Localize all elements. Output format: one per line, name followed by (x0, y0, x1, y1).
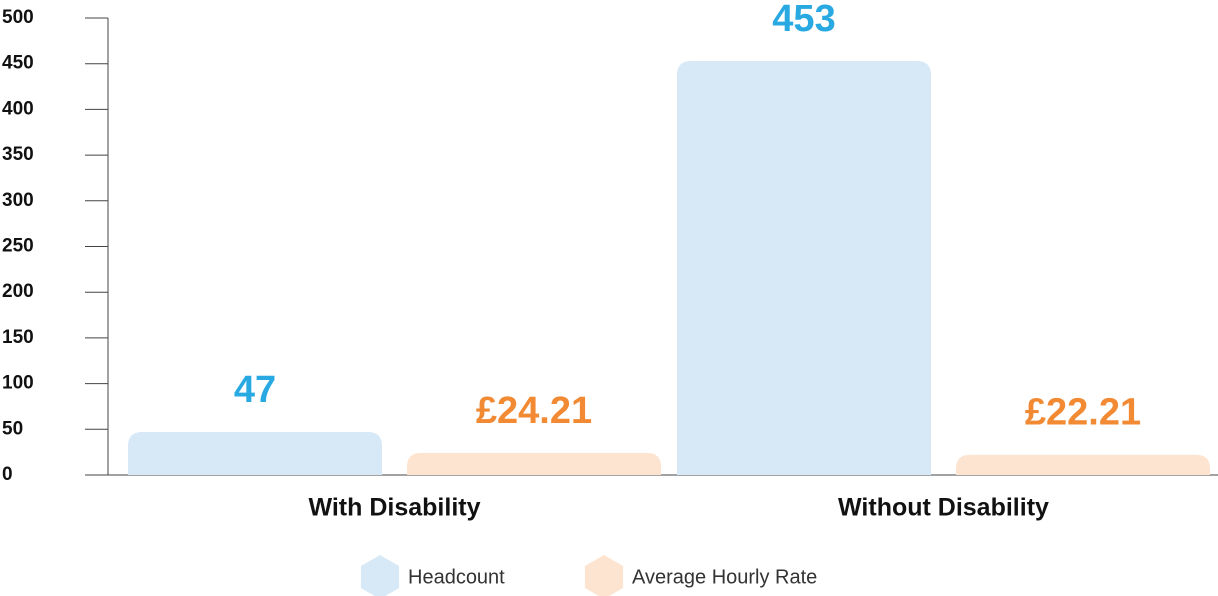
legend-marker (360, 555, 400, 596)
y-tick-label: 200 (2, 281, 34, 302)
bar (128, 432, 382, 475)
y-tick-label: 0 (2, 464, 13, 485)
y-tick-label: 100 (2, 373, 34, 394)
x-tick-label: Without Disability (838, 494, 1049, 522)
y-tick-label: 500 (2, 7, 34, 28)
y-tick-label: 250 (2, 236, 34, 257)
y-tick-label: 350 (2, 144, 34, 165)
y-tick-label: 50 (2, 418, 23, 439)
x-tick-label: With Disability (308, 494, 480, 522)
legend-marker (584, 555, 624, 596)
legend-label: Headcount (408, 566, 505, 588)
value-label: £24.21 (476, 390, 592, 432)
y-tick-label: 400 (2, 98, 34, 119)
y-tick-label: 300 (2, 190, 34, 211)
y-tick-label: 450 (2, 53, 34, 74)
bar (677, 60, 931, 475)
bar (956, 454, 1210, 475)
y-tick-label: 150 (2, 327, 34, 348)
value-label: 47 (234, 369, 276, 411)
bar (407, 452, 661, 475)
value-label: £22.21 (1025, 392, 1141, 434)
legend-label: Average Hourly Rate (632, 566, 817, 588)
value-label: 453 (772, 0, 835, 40)
